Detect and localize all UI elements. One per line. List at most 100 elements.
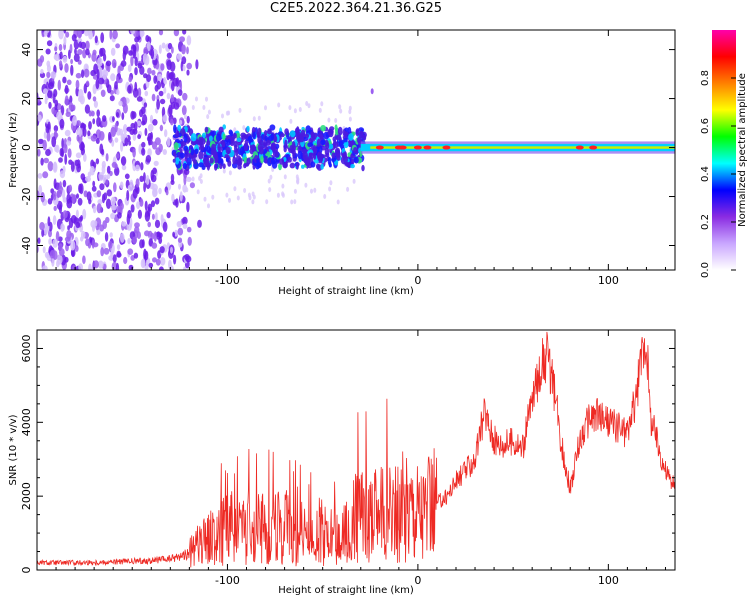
spectro-blob xyxy=(93,220,98,227)
spectro-blob xyxy=(53,205,57,211)
spectro-blob xyxy=(354,156,359,164)
spectro-blob xyxy=(152,167,158,175)
spectro-blob xyxy=(211,194,215,200)
spectro-blob xyxy=(305,133,310,138)
spectro-blob xyxy=(350,158,355,165)
spectro-blob xyxy=(140,162,144,171)
spectro-blob xyxy=(293,188,297,194)
spectro-blob xyxy=(131,111,137,119)
spectro-blob xyxy=(101,193,106,204)
spectro-blob xyxy=(59,204,62,214)
snr-plot xyxy=(37,331,675,568)
spectro-blob xyxy=(305,101,309,106)
spectro-blob xyxy=(266,139,271,146)
spectro-blob xyxy=(82,255,86,264)
spectro-blob xyxy=(102,115,107,122)
spectro-blob xyxy=(246,125,250,133)
spectro-blob xyxy=(304,157,311,165)
spectro-blob xyxy=(75,221,81,229)
spectro-blob xyxy=(76,127,83,138)
spectro-blob xyxy=(115,262,120,270)
spectro-blob xyxy=(40,69,44,74)
spectro-blob xyxy=(178,183,181,190)
spectro-blob xyxy=(46,40,53,47)
spectro-blob xyxy=(87,91,92,100)
spectro-blob xyxy=(139,239,144,249)
spectro-blob xyxy=(174,229,178,237)
spectro-blob xyxy=(139,198,144,207)
spectro-blob xyxy=(175,157,180,165)
spectro-blob xyxy=(176,221,182,228)
spectro-blob xyxy=(110,73,116,82)
spectro-blob xyxy=(132,132,137,141)
spectro-blob xyxy=(133,121,138,131)
spectro-blob xyxy=(246,157,251,165)
spectro-blob xyxy=(88,263,92,270)
spectro-blob xyxy=(370,88,374,95)
spectro-blob xyxy=(42,265,48,270)
spectro-blob xyxy=(47,121,51,130)
spectro-blob xyxy=(75,245,79,252)
spectro-blob xyxy=(233,141,238,148)
spectro-blob xyxy=(136,96,143,102)
spectro-blob xyxy=(141,141,146,148)
spectro-blob xyxy=(353,147,358,154)
spectro-blob xyxy=(101,164,106,175)
spectro-peak xyxy=(375,145,384,150)
spectro-blob xyxy=(59,118,65,129)
spectro-blob xyxy=(352,178,356,184)
spectro-blob xyxy=(114,137,119,143)
colorbar-tick-label: 0.8 xyxy=(700,70,711,86)
spectro-blob xyxy=(95,158,100,165)
spectro-blob xyxy=(82,127,87,138)
spectro-blob xyxy=(119,181,124,189)
spectro-blob xyxy=(62,179,67,188)
spectro-blob xyxy=(67,225,70,231)
spectro-blob xyxy=(91,52,97,62)
spectro-blob xyxy=(80,215,83,221)
spectro-blob xyxy=(58,30,64,40)
spectro-blob xyxy=(315,163,321,170)
spectro-blob xyxy=(328,130,334,138)
spectro-blob xyxy=(134,67,138,76)
spectro-band-core xyxy=(370,146,675,149)
spectro-blob xyxy=(54,46,58,52)
spectro-blob xyxy=(70,64,74,76)
spectro-blob xyxy=(62,189,66,200)
spectro-blob xyxy=(169,61,176,72)
spectro-blob xyxy=(53,190,57,201)
spectro-blob xyxy=(97,199,103,205)
spectro-blob xyxy=(127,84,132,94)
spectro-blob xyxy=(182,30,187,35)
spectro-blob xyxy=(343,140,349,149)
spectro-blob xyxy=(48,101,52,109)
spectro-blob xyxy=(132,188,138,199)
spectro-blob xyxy=(70,58,73,65)
spectro-blob xyxy=(237,157,243,166)
spectro-blob xyxy=(110,47,116,56)
spectro-blob xyxy=(92,205,97,214)
spectro-blob xyxy=(155,258,161,266)
spectro-blob xyxy=(199,179,203,184)
spectro-blob xyxy=(40,192,45,203)
spectro-blob xyxy=(37,237,41,244)
x-axis-label: Height of straight line (km) xyxy=(278,585,414,596)
spectro-blob xyxy=(51,136,57,148)
spectro-blob xyxy=(281,183,285,189)
spectro-blob xyxy=(147,203,153,212)
spectro-blob xyxy=(39,55,45,63)
spectro-blob xyxy=(190,133,197,142)
spectro-blob xyxy=(119,202,124,210)
spectro-blob xyxy=(91,185,97,192)
spectro-blob xyxy=(164,79,167,85)
spectro-blob xyxy=(74,159,79,167)
spectro-blob xyxy=(242,125,246,131)
spectro-blob xyxy=(113,182,117,193)
spectro-blob xyxy=(308,152,313,157)
spectro-blob xyxy=(293,108,297,114)
spectro-blob xyxy=(93,100,98,108)
spectro-blob xyxy=(222,124,226,130)
spectro-blob xyxy=(222,168,226,174)
spectro-blob xyxy=(102,69,108,80)
spectro-blob xyxy=(195,59,199,70)
